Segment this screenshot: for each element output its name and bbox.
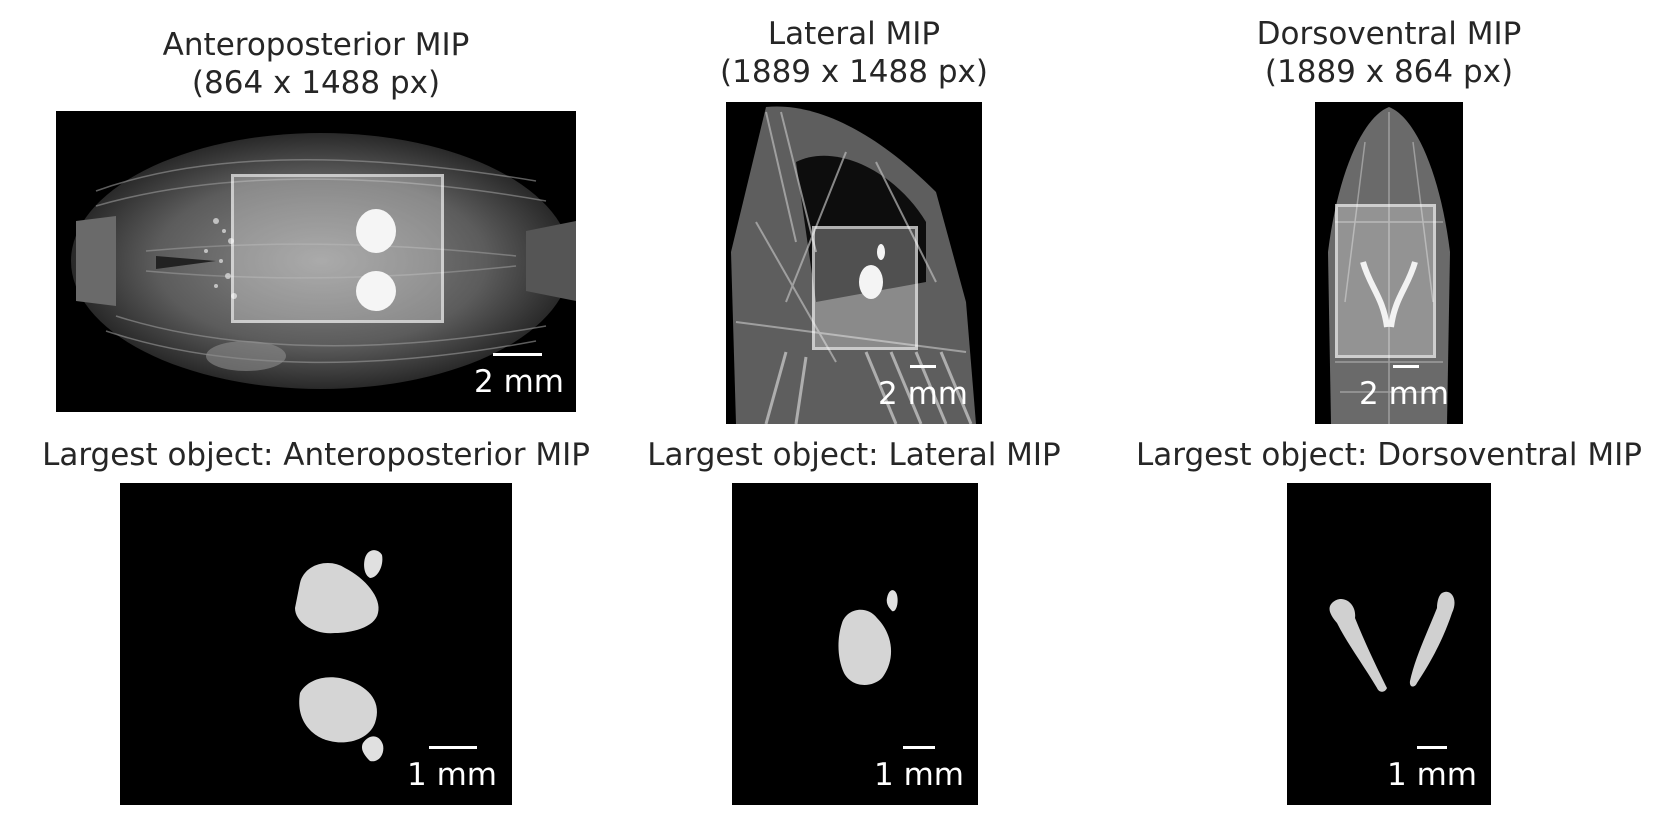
ap-mip-title-line1: Anteroposterior MIP (162, 27, 470, 63)
lateral-scale-label: 2 mm (878, 376, 968, 412)
lateral-object-title: Largest object: Lateral MIP (647, 437, 1061, 473)
lateral-mip-title: Lateral MIP (1889 x 1488 px) (720, 15, 988, 91)
dv-mip-title: Dorsoventral MIP (1889 x 864 px) (1257, 15, 1522, 91)
lateral-mip-title-line1: Lateral MIP (767, 16, 941, 52)
dv-object-title: Largest object: Dorsoventral MIP (1136, 437, 1642, 473)
ap-object-scale-label: 1 mm (407, 757, 497, 793)
ap-mip-title-line2: (864 x 1488 px) (191, 65, 441, 101)
dv-object-scale-label: 1 mm (1387, 757, 1477, 793)
ap-object-render (295, 550, 384, 762)
lateral-mip-title-line2: (1889 x 1488 px) (720, 54, 988, 90)
dv-mip-title-line1: Dorsoventral MIP (1256, 16, 1522, 52)
lateral-object-image: 1 mm (732, 483, 978, 805)
lateral-roi-box (812, 226, 918, 350)
dv-object-render (1329, 591, 1455, 692)
dv-mip-render (1328, 107, 1450, 424)
dv-object-scale-bar (1417, 746, 1447, 749)
ap-object-image: 1 mm (120, 483, 512, 805)
dv-roi-box (1335, 204, 1436, 358)
lateral-mip-image: 2 mm (726, 102, 982, 424)
lateral-object-scale-bar (903, 746, 935, 749)
ap-roi-box (231, 174, 444, 323)
lateral-object-render (838, 590, 898, 685)
dv-scale-label: 2 mm (1359, 376, 1449, 412)
ap-mip-title: Anteroposterior MIP (864 x 1488 px) (163, 26, 470, 102)
dv-mip-image: 2 mm (1315, 102, 1463, 424)
lateral-scale-bar (910, 365, 936, 368)
ap-scale-bar (493, 353, 542, 356)
dv-object-image: 1 mm (1287, 483, 1491, 805)
lateral-object-scale-label: 1 mm (874, 757, 964, 793)
ap-mip-image: 2 mm (56, 111, 576, 412)
dv-scale-bar (1393, 365, 1419, 368)
ap-object-title: Largest object: Anteroposterior MIP (42, 437, 590, 473)
dv-mip-title-line2: (1889 x 864 px) (1264, 54, 1514, 90)
ap-scale-label: 2 mm (474, 364, 564, 400)
ap-mip-render (71, 133, 576, 389)
ap-object-scale-bar (429, 746, 477, 749)
